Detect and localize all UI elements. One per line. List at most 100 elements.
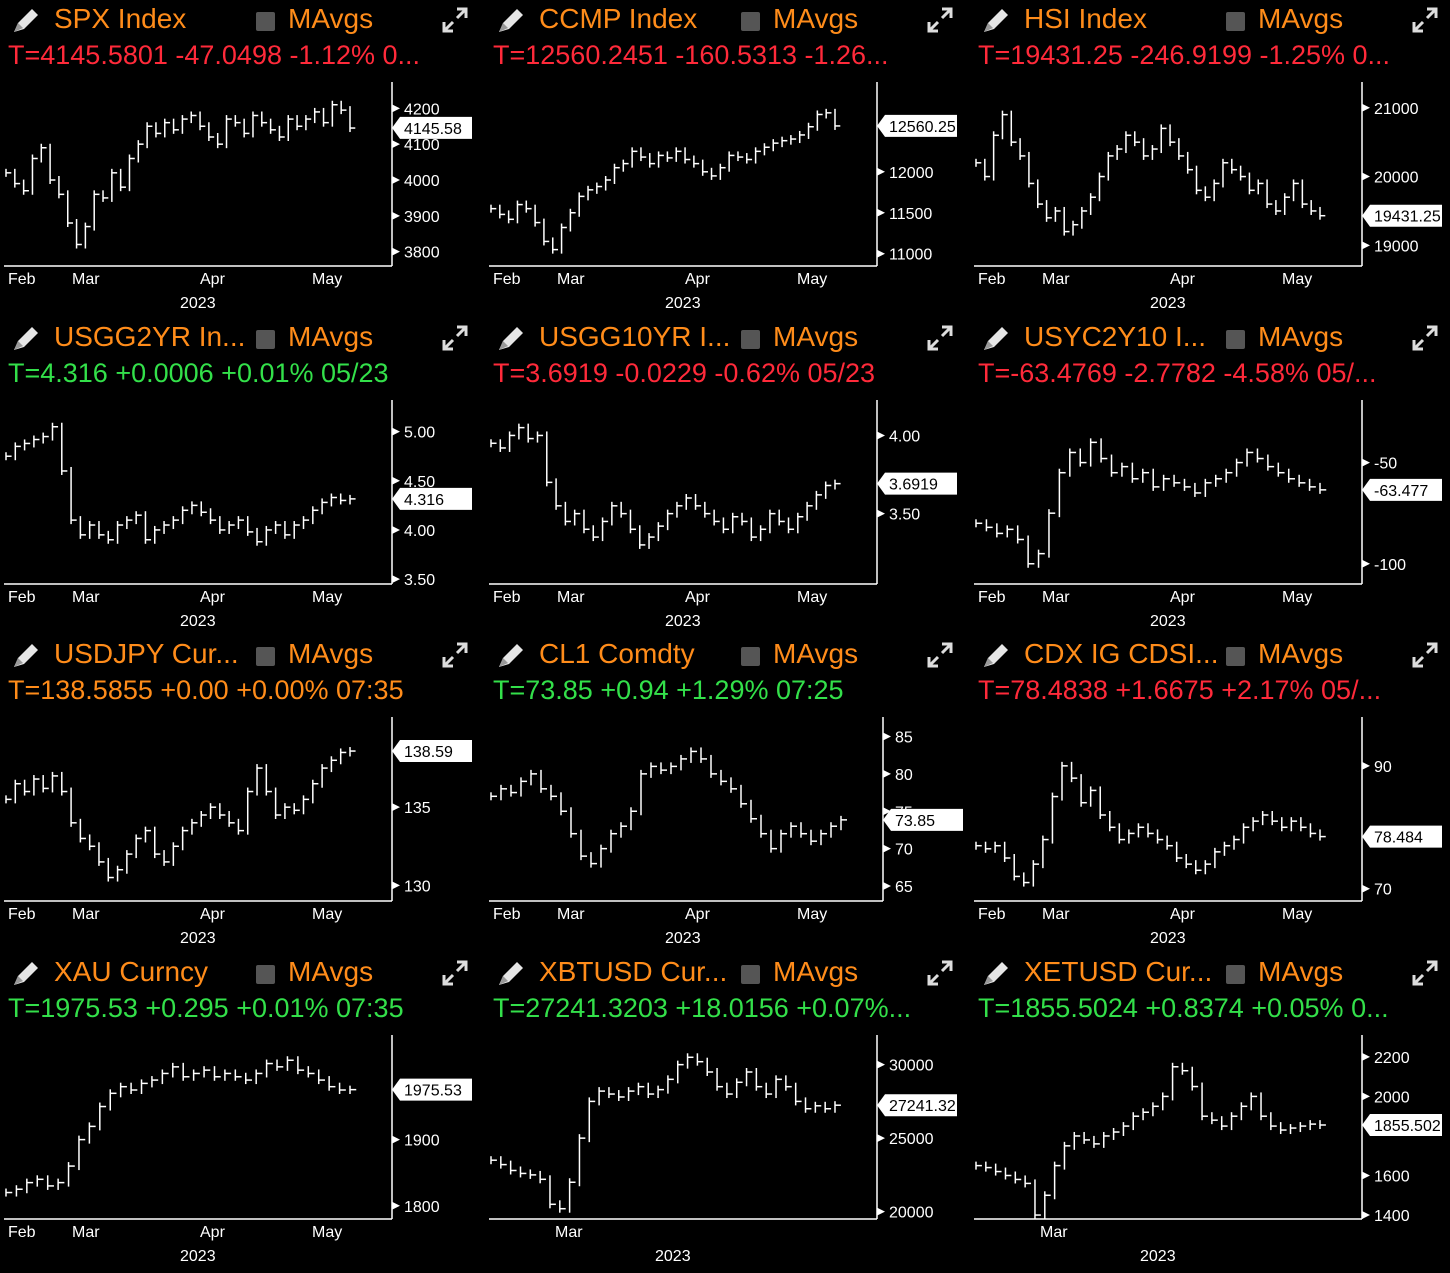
mavgs-checkbox-icon[interactable]: [1226, 647, 1245, 666]
security-title[interactable]: XETUSD Cur...: [1024, 956, 1213, 987]
y-tick-arrow: [883, 882, 891, 891]
mavgs-label[interactable]: MAvgs: [288, 3, 374, 34]
mavgs-label[interactable]: MAvgs: [773, 321, 859, 352]
security-title[interactable]: USGG10YR I...: [539, 321, 731, 352]
x-month-label: Apr: [200, 589, 226, 606]
price-chart[interactable]: 1900 1800 1975.53 Feb Mar Apr May 2023: [0, 1029, 480, 1269]
expand-icon[interactable]: [925, 958, 955, 988]
y-tick-arrow: [392, 176, 400, 184]
pencil-icon[interactable]: [495, 641, 527, 671]
x-month-label: Feb: [8, 1224, 36, 1241]
mavgs-label[interactable]: MAvgs: [288, 956, 374, 987]
price-chart[interactable]: 21000 20000 19000 19431.25 Feb Mar Apr May 2023: [970, 76, 1450, 316]
price-chart[interactable]: 4200 4100 4000 3900 3800 4145.58 Feb Mar Apr May 2…: [0, 76, 480, 316]
security-title[interactable]: USDJPY Cur...: [54, 638, 239, 669]
price-chart[interactable]: 12000 11500 11000 12560.25 Feb Mar Apr May 2023: [485, 76, 965, 316]
pencil-icon[interactable]: [10, 641, 42, 671]
mavgs-label[interactable]: MAvgs: [1258, 3, 1344, 34]
y-tick-arrow: [392, 140, 400, 149]
price-chart[interactable]: -50 -100 -63.477 Feb Mar Apr May 2023: [970, 394, 1450, 634]
expand-icon[interactable]: [1410, 958, 1440, 988]
price-chart[interactable]: 5.00 4.50 4.00 3.50 4.316 Feb Mar Apr May 2023: [0, 394, 480, 634]
expand-icon[interactable]: [925, 640, 955, 670]
chart-panel-usgg2yr: USGG2YR In... MAvgs T=4.316 +0.0006 +0.0…: [0, 318, 480, 634]
y-tick-arrow: [392, 1201, 400, 1210]
expand-icon[interactable]: [1410, 323, 1440, 353]
mavgs-checkbox-icon[interactable]: [256, 12, 275, 31]
security-title[interactable]: XAU Curncy: [54, 956, 209, 987]
y-tick-arrow: [392, 427, 400, 436]
expand-icon[interactable]: [925, 5, 955, 35]
mavgs-checkbox-icon[interactable]: [1226, 965, 1245, 984]
mavgs-label[interactable]: MAvgs: [1258, 638, 1344, 669]
mavgs-checkbox-icon[interactable]: [256, 330, 275, 349]
security-title[interactable]: XBTUSD Cur...: [539, 956, 728, 987]
pencil-icon[interactable]: [10, 6, 42, 36]
chart-panel-ccmp: CCMP Index MAvgs T=12560.2451 -160.5313 …: [485, 0, 965, 316]
expand-icon[interactable]: [925, 323, 955, 353]
pencil-icon[interactable]: [10, 324, 42, 354]
pencil-icon[interactable]: [495, 324, 527, 354]
mavgs-label[interactable]: MAvgs: [773, 638, 859, 669]
y-tick-label: 1900: [404, 1133, 440, 1150]
expand-icon[interactable]: [440, 5, 470, 35]
x-month-label: Mar: [72, 1224, 100, 1241]
mavgs-label[interactable]: MAvgs: [1258, 321, 1344, 352]
price-chart[interactable]: 30000 25000 20000 27241.32 Mar 2023: [485, 1029, 965, 1269]
price-chart[interactable]: 90 70 78.484 Feb Mar Apr May 2023: [970, 711, 1450, 951]
pencil-icon[interactable]: [10, 959, 42, 989]
chart-panel-cl1: CL1 Comdty MAvgs T=73.85 +0.94 +1.29% 07…: [485, 635, 965, 951]
chart-panel-xetusd: XETUSD Cur... MAvgs T=1855.5024 +0.8374 …: [970, 953, 1450, 1269]
expand-icon[interactable]: [440, 640, 470, 670]
pencil-icon[interactable]: [980, 641, 1012, 671]
y-tick-arrow: [392, 1135, 400, 1144]
y-tick-label: 65: [895, 879, 913, 896]
mavgs-label[interactable]: MAvgs: [773, 956, 859, 987]
mavgs-label[interactable]: MAvgs: [1258, 956, 1344, 987]
mavgs-checkbox-icon[interactable]: [1226, 330, 1245, 349]
pencil-icon[interactable]: [495, 6, 527, 36]
mavgs-label[interactable]: MAvgs: [773, 3, 859, 34]
security-title[interactable]: SPX Index: [54, 3, 187, 34]
security-title[interactable]: HSI Index: [1024, 3, 1147, 34]
y-tick-label: 4.00: [889, 428, 920, 445]
x-month-label: Mar: [1042, 271, 1070, 288]
svg-text:1975.53: 1975.53: [404, 1083, 462, 1100]
y-tick-label: 1400: [1374, 1208, 1410, 1225]
y-tick-label: 80: [895, 767, 913, 784]
security-title[interactable]: CL1 Comdty: [539, 638, 695, 669]
x-month-label: Feb: [493, 589, 521, 606]
expand-icon[interactable]: [440, 958, 470, 988]
mavgs-checkbox-icon[interactable]: [256, 647, 275, 666]
panel-header: XAU Curncy MAvgs: [0, 953, 480, 993]
y-tick-arrow: [1362, 172, 1370, 181]
pencil-icon[interactable]: [980, 324, 1012, 354]
mavgs-checkbox-icon[interactable]: [256, 965, 275, 984]
pencil-icon[interactable]: [495, 959, 527, 989]
security-title[interactable]: CDX IG CDSI...: [1024, 638, 1219, 669]
mavgs-checkbox-icon[interactable]: [1226, 12, 1245, 31]
x-year-label: 2023: [1150, 930, 1186, 947]
mavgs-label[interactable]: MAvgs: [288, 321, 374, 352]
chart-panel-cdxig: CDX IG CDSI... MAvgs T=78.4838 +1.6675 +…: [970, 635, 1450, 951]
mavgs-checkbox-icon[interactable]: [741, 12, 760, 31]
mavgs-checkbox-icon[interactable]: [741, 965, 760, 984]
pencil-icon[interactable]: [980, 959, 1012, 989]
pencil-icon[interactable]: [980, 6, 1012, 36]
mavgs-label[interactable]: MAvgs: [288, 638, 374, 669]
security-title[interactable]: USGG2YR In...: [54, 321, 246, 352]
expand-icon[interactable]: [1410, 5, 1440, 35]
y-tick-arrow: [883, 807, 891, 816]
price-chart[interactable]: 2200 2000 1600 1400 1855.502 Mar 2023: [970, 1029, 1450, 1269]
x-month-label: Feb: [8, 271, 36, 288]
expand-icon[interactable]: [440, 323, 470, 353]
x-year-label: 2023: [1150, 613, 1186, 630]
price-chart[interactable]: 4.00 3.50 3.6919 Feb Mar Apr May 2023: [485, 394, 965, 634]
security-title[interactable]: CCMP Index: [539, 3, 698, 34]
mavgs-checkbox-icon[interactable]: [741, 647, 760, 666]
expand-icon[interactable]: [1410, 640, 1440, 670]
mavgs-checkbox-icon[interactable]: [741, 330, 760, 349]
price-chart[interactable]: 135 130 138.59 Feb Mar Apr May 2023: [0, 711, 480, 951]
security-title[interactable]: USYC2Y10 I...: [1024, 321, 1207, 352]
